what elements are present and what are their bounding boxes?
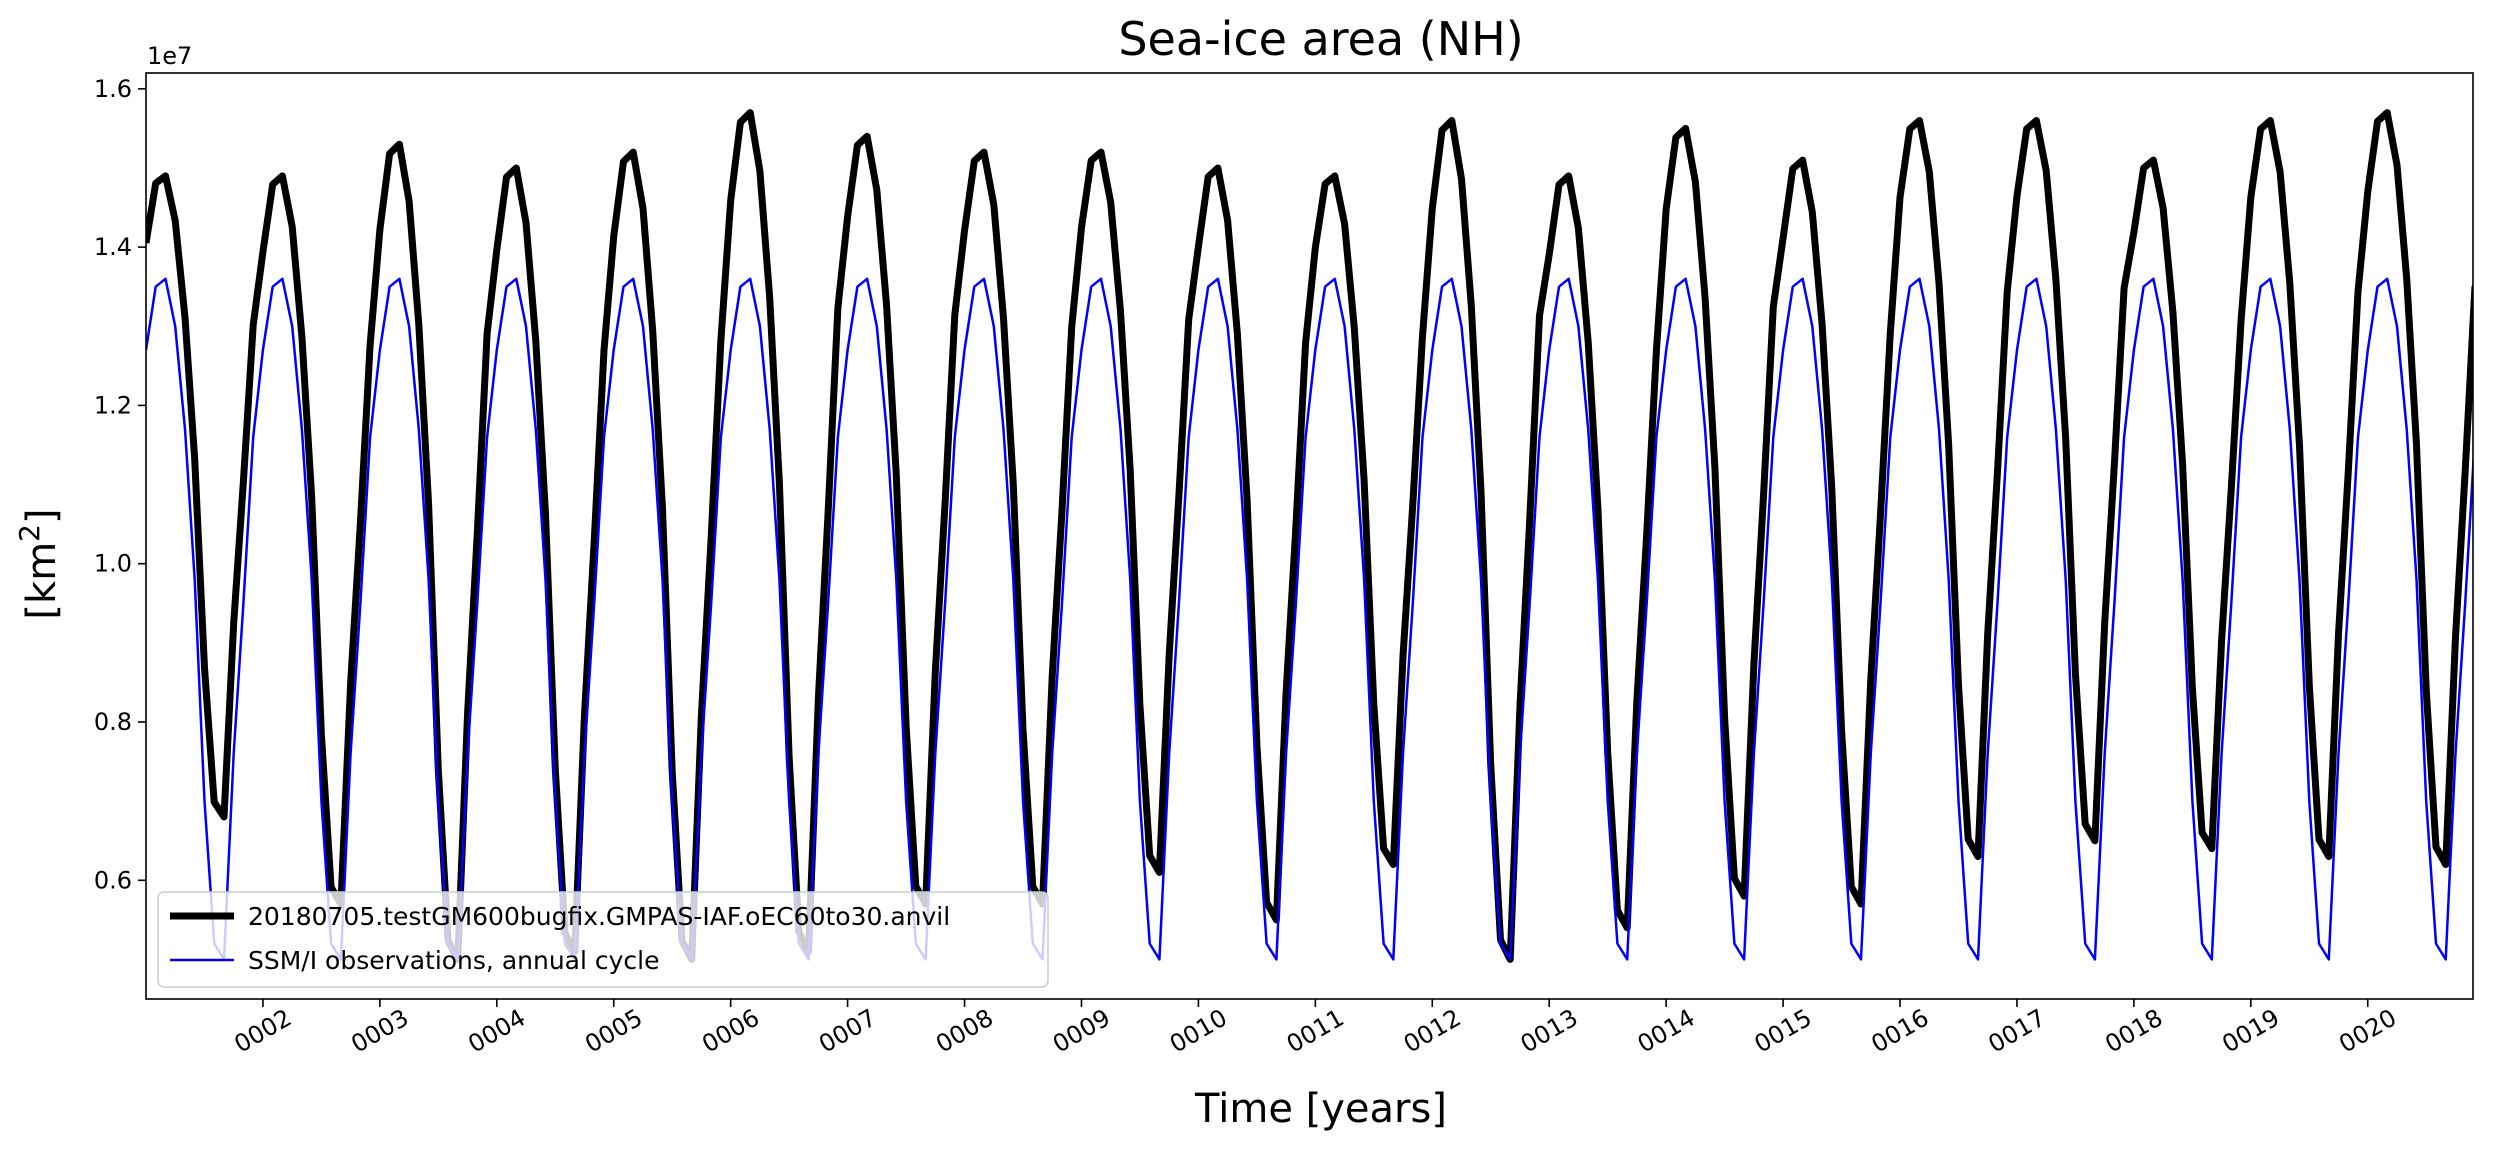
x-tick-label: 0008 [931, 1004, 998, 1059]
x-tick-label: 0014 [1633, 1004, 1700, 1059]
x-tick-label: 0020 [2334, 1004, 2401, 1059]
x-tick-label: 0019 [2217, 1004, 2284, 1059]
series-line-observations [146, 277, 2473, 961]
x-tick-label: 0006 [697, 1004, 764, 1059]
x-tick-label: 0005 [580, 1004, 647, 1059]
x-tick-label: 0003 [346, 1004, 413, 1059]
y-axis-label-suffix: ] [19, 508, 65, 524]
x-tick-label: 0012 [1399, 1004, 1466, 1059]
y-tick-label: 1.0 [94, 550, 132, 578]
x-tick-label: 0011 [1282, 1004, 1349, 1059]
x-tick-label: 0013 [1516, 1004, 1583, 1059]
x-tick-label: 0015 [1750, 1004, 1817, 1059]
x-tick-label: 0018 [2100, 1004, 2167, 1059]
y-offset-label: 1e7 [147, 42, 192, 70]
x-tick-label: 0002 [229, 1004, 296, 1059]
x-axis-label: Time [years] [1194, 1086, 1447, 1132]
x-tick-label: 0017 [1984, 1004, 2051, 1059]
y-tick-label: 1.2 [94, 391, 132, 419]
x-tick-label: 0009 [1048, 1004, 1115, 1059]
y-tick-label: 1.4 [94, 233, 132, 261]
x-tick-label: 0004 [463, 1004, 530, 1059]
y-axis-label: [km2] [13, 508, 65, 619]
x-tick-label: 0016 [1867, 1004, 1934, 1059]
y-axis-label-superscript: 2 [13, 524, 46, 542]
x-tick-label: 0010 [1165, 1004, 1232, 1059]
legend-label-observations: SSM/I observations, annual cycle [248, 946, 660, 975]
y-tick-label: 0.8 [94, 708, 132, 736]
y-axis-label-main: [km [19, 542, 65, 620]
y-tick-label: 1.6 [94, 75, 132, 103]
chart-title: Sea-ice area (NH) [1118, 12, 1523, 66]
legend-label-model: 20180705.testGM600bugfix.GMPAS-IAF.oEC60… [248, 902, 950, 931]
series-line-model [146, 109, 2473, 963]
x-tick-label: 0007 [814, 1004, 881, 1059]
legend: 20180705.testGM600bugfix.GMPAS-IAF.oEC60… [157, 891, 1049, 988]
y-tick-label: 0.6 [94, 866, 132, 894]
plot-frame [145, 72, 2474, 1000]
legend-box [157, 891, 1049, 988]
